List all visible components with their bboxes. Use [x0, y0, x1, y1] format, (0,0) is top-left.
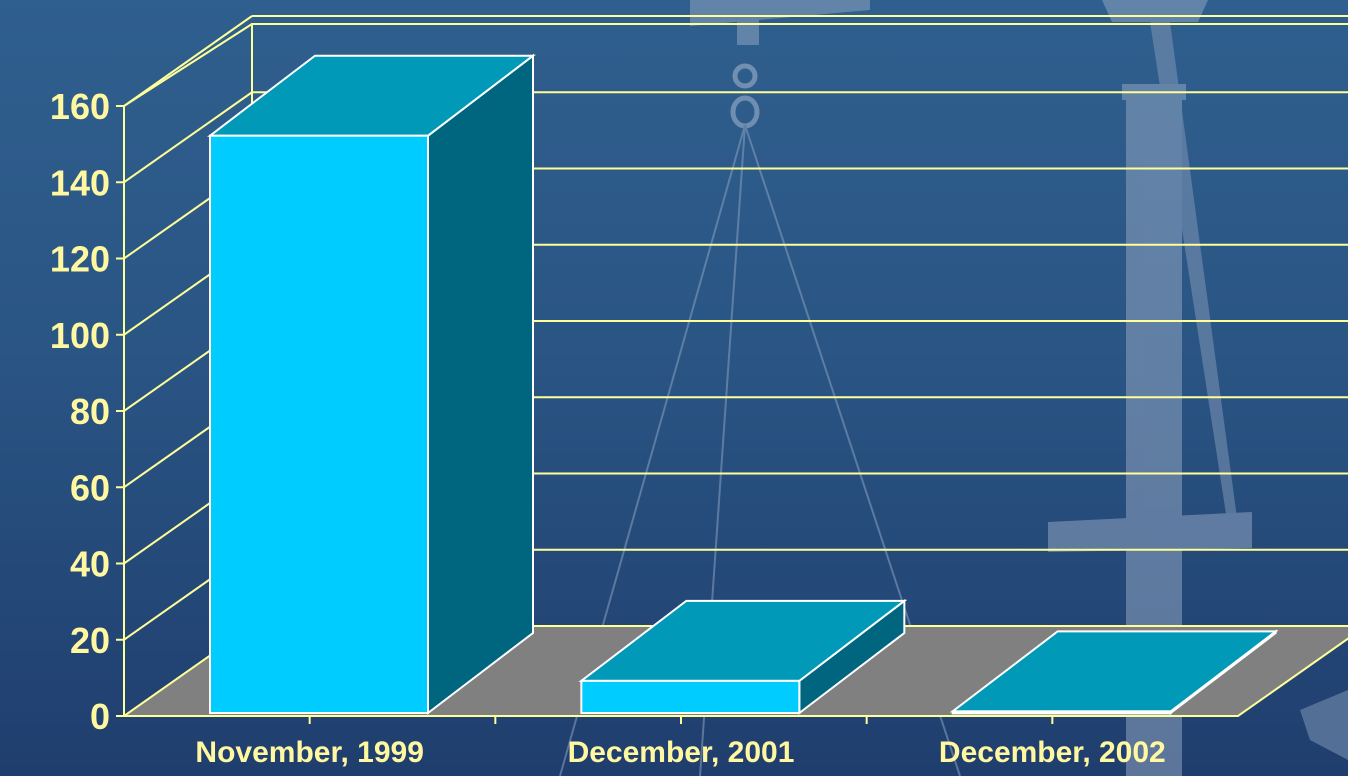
bar-front-face	[209, 134, 429, 714]
bars	[207, 53, 1279, 716]
bar-front-face	[951, 710, 1172, 715]
y-tick-label: 120	[50, 239, 110, 280]
side-wall-top-edge	[123, 23, 253, 107]
x-tick-label: December, 2001	[568, 736, 795, 769]
y-tick-label: 60	[70, 467, 110, 508]
y-tick-label: 140	[50, 162, 110, 203]
y-tick-label: 100	[50, 315, 110, 356]
y-tick-label: 160	[50, 86, 110, 127]
y-tick-label: 0	[90, 696, 110, 737]
axis	[116, 105, 1238, 724]
x-tick-labels: November, 1999 December, 2001 December, 20…	[195, 736, 1165, 769]
y-tick-label: 40	[70, 544, 110, 585]
y-tick-labels: 0 20 40 60 80 100 120 140 160	[50, 86, 110, 737]
x-tick-label: December, 2002	[939, 736, 1166, 769]
gridline-side	[123, 91, 253, 184]
gridline-side	[123, 15, 253, 107]
bar-2	[578, 598, 908, 716]
y-tick-label: 20	[70, 620, 110, 661]
bar-3	[949, 629, 1279, 716]
bar-1	[207, 53, 536, 716]
bar-front-face	[580, 679, 801, 714]
bar-side-face	[427, 53, 534, 716]
y-tick-label: 80	[70, 391, 110, 432]
x-tick-label: November, 1999	[195, 736, 423, 769]
